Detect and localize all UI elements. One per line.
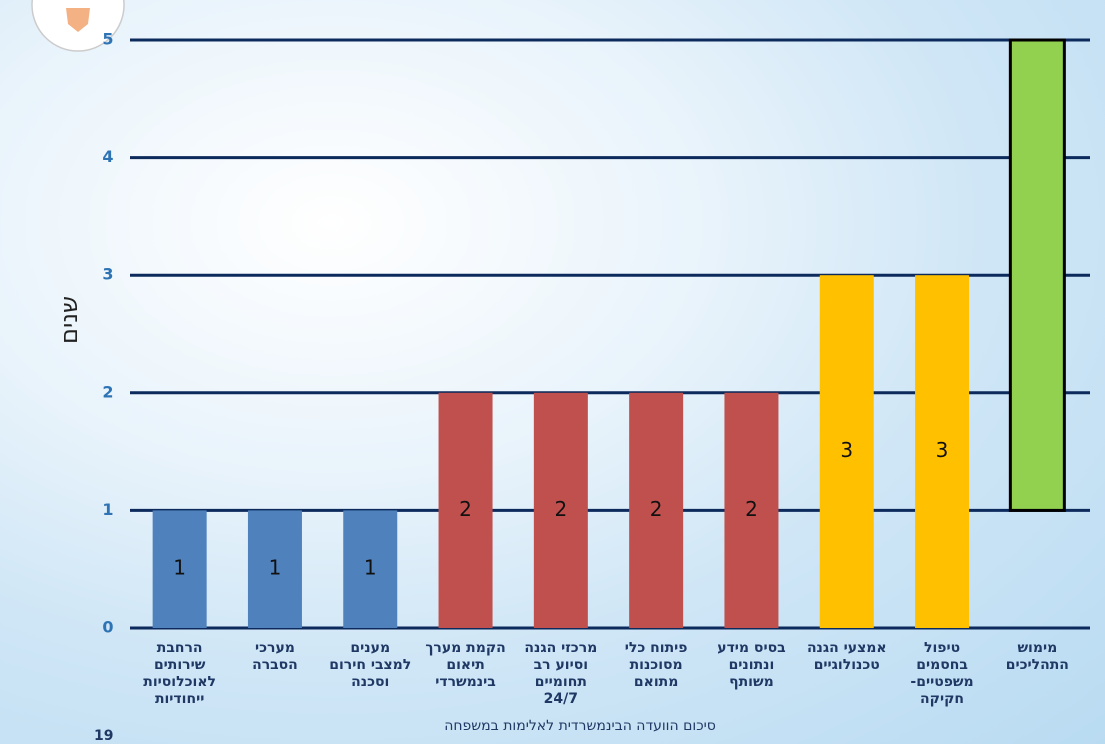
data-label: 1 [173,556,186,580]
y-tick-label: 0 [102,618,113,637]
y-tick-label: 1 [102,500,113,519]
bar [819,275,874,628]
x-tick-label: בסיס מידע ונתונים משותף [717,640,786,690]
bar [533,392,588,628]
x-tick-label: טיפול בחסמים משפטיים- חקיקה [910,640,974,707]
data-label: 2 [459,497,472,521]
x-tick-label: מערכי הסברה [252,640,298,673]
y-tick-label: 3 [102,265,113,284]
data-label: 3 [936,438,949,462]
data-label: 2 [554,497,567,521]
x-tick-label: מרכזי הגנה וסיוע רב תחומיים 24/7 [524,640,598,707]
y-axis-title: שנים [55,296,83,344]
data-label: 1 [269,556,282,580]
x-tick-label: הקמת מערך תיאום בינמשרדי [425,640,506,690]
y-tick-label: 2 [102,382,113,401]
data-label: 2 [745,497,758,521]
data-label: 2 [650,497,663,521]
bar [438,392,493,628]
bar [1008,38,1066,512]
x-tick-label: הרחבת שירותים לאוכלוסיות ייחודיות [143,640,216,707]
page-number: 19 [94,728,114,744]
bar [724,392,779,628]
caption: סיכום הוועדה הבינמשרדית לאלימות במשפחה [444,718,716,734]
bar [343,510,398,628]
y-tick-label: 4 [102,147,113,166]
x-tick-label: אמצעי הגנה טכנולוגיים [806,640,887,673]
bar [247,510,302,628]
logo-shield [66,8,90,32]
data-label: 1 [364,556,377,580]
y-tick-label: 5 [102,30,113,49]
x-tick-label: מימוש התהליכים [1005,640,1069,673]
bar [629,392,684,628]
data-label: 3 [840,438,853,462]
x-tick-label: מענים למצבי חירום וסכנה [329,640,412,690]
bar [915,275,970,628]
x-tick-label: פיתוח כלי מסוכנות מתואם [624,640,688,690]
bar [152,510,207,628]
